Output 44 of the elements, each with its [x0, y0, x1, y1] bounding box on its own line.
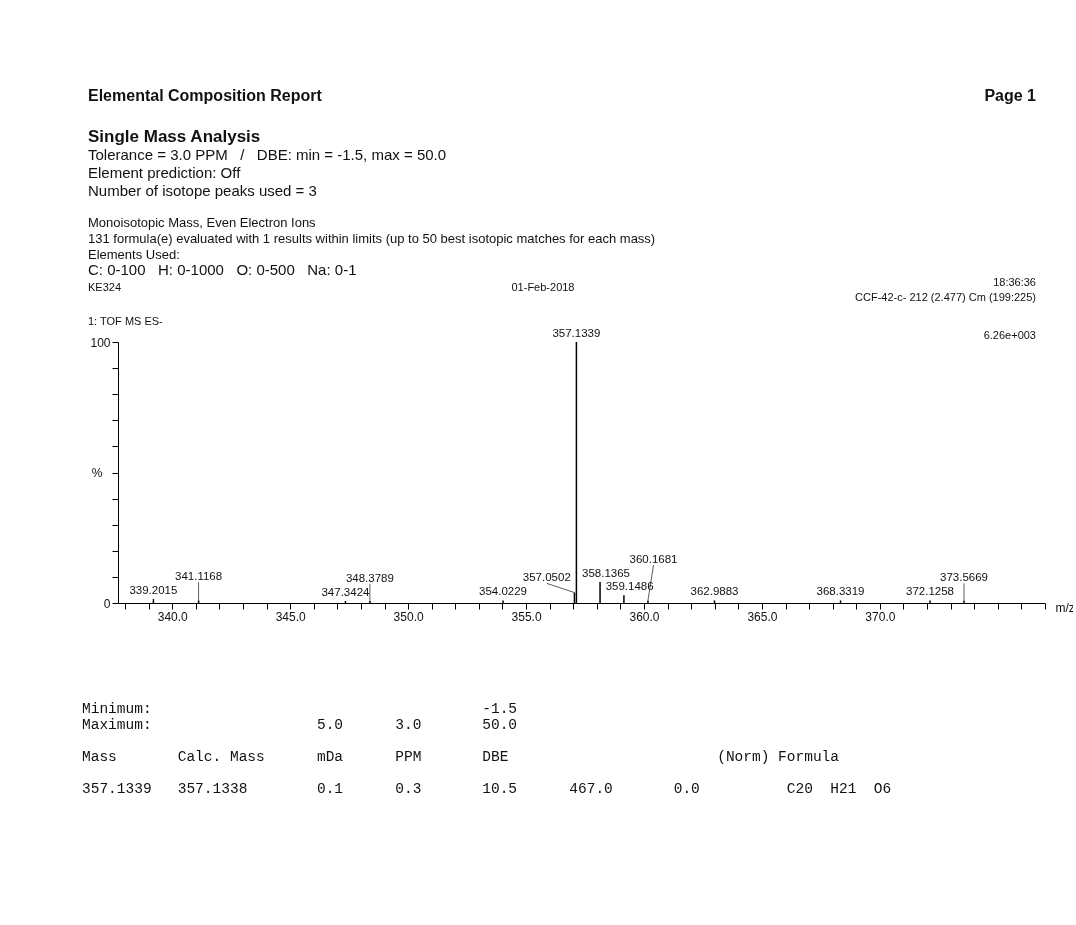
annotation: 357.1339	[552, 327, 601, 339]
text: Minimum: -1.5	[82, 701, 518, 717]
text: 18:36:36	[993, 276, 1036, 288]
text: 357.1339 357.1338 0.1 0.3 10.5 467.0 0.0 C20 H21 O6	[82, 781, 892, 797]
x-tick-label: 355.0	[511, 609, 542, 624]
y-tick-label: 0	[103, 596, 111, 611]
text: 01-Feb-2018	[511, 281, 575, 293]
text: CCF-42-c- 212 (2.477) Cm (199:225)	[855, 291, 1036, 303]
text: Element prediction: Off	[88, 164, 241, 181]
x-tick-label: 345.0	[275, 609, 307, 624]
annotation: 354.0229	[479, 585, 528, 598]
text: 1: TOF MS ES-	[88, 315, 163, 327]
annotation: 341.1168	[175, 570, 223, 583]
x-tick-label: 340.0	[157, 609, 189, 624]
text: Tolerance = 3.0 PPM / DBE: min = -1.5, max = 50.0	[88, 146, 447, 163]
x-tick-label: 365.0	[747, 609, 778, 624]
chart-subtitle: Single Mass Analysis	[88, 127, 261, 146]
annotation: 373.5669	[940, 571, 989, 584]
annotation: 357.0502	[522, 571, 571, 584]
annotation: 347.3424	[321, 585, 371, 598]
text: C: 0-100 H: 0-1000 O: 0-500 Na: 0-1	[88, 261, 357, 278]
text: Page 1	[984, 87, 1036, 104]
annotation: 348.3789	[345, 571, 394, 584]
annotation: 368.3319	[816, 585, 865, 598]
chart-title: Elemental Composition Report	[88, 87, 322, 104]
text: KE324	[88, 281, 122, 293]
annotation: 362.9883	[690, 585, 739, 598]
annotation: 339.2015	[129, 584, 178, 597]
x-tick-label: 350.0	[393, 609, 424, 624]
annotation: 360.1681	[629, 553, 678, 566]
text: 6.26e+003	[983, 329, 1036, 341]
text: 131 formula(e) evaluated with 1 results within limits (up to 50 best isotopic matches for each mass)	[88, 231, 656, 246]
y-axis-title: %	[91, 466, 103, 480]
text: Maximum: 5.0 3.0 50.0	[82, 717, 518, 733]
text: Mass Calc. Mass mDa PPM DBE (Norm) Formula	[82, 749, 840, 765]
x-tick-label: 370.0	[865, 609, 896, 624]
text: Number of isotope peaks used = 3	[88, 182, 317, 199]
text: Monoisotopic Mass, Even Electron Ions	[88, 215, 316, 230]
annotation: 359.1486	[605, 580, 654, 593]
text: Elements Used:	[88, 247, 180, 262]
annotation: 372.1258	[906, 585, 955, 598]
x-tick-label: 360.0	[629, 609, 660, 624]
y-tick-label: 100	[90, 335, 111, 350]
annotation: 358.1365	[582, 567, 630, 580]
